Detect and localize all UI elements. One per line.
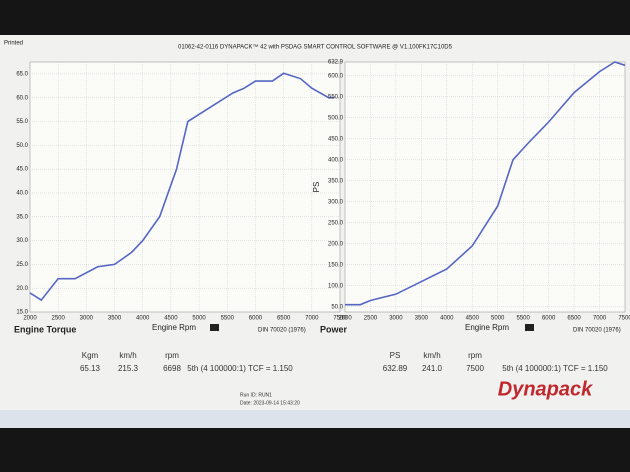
- x-tick-label: 3000: [389, 316, 403, 322]
- y-axis-label: PS: [312, 182, 321, 193]
- y-tick-label: 600.0: [328, 73, 344, 79]
- readout-value: 6698: [163, 364, 181, 373]
- readout-header: Kgm: [82, 351, 99, 360]
- x-tick-label: 7000: [593, 316, 607, 322]
- x-tick-label: 4000: [440, 316, 454, 322]
- x-tick-label: 2000: [23, 316, 37, 322]
- x-tick-label: 7500: [618, 316, 630, 322]
- x-tick-label: 6500: [277, 316, 291, 322]
- x-tick-label: 4500: [466, 316, 480, 322]
- y-tick-label: 150.0: [328, 262, 344, 268]
- readout-gear: 5th (4 100000:1) TCF = 1.150: [187, 364, 293, 373]
- y-tick-label: 50.0: [16, 143, 28, 149]
- header-title: 01062-42-0116 DYNAPACK™ 42 with PSDAG SM…: [178, 44, 453, 51]
- y-tick-label: 632.9: [328, 60, 344, 66]
- y-tick-label: 15.0: [16, 310, 28, 316]
- x-tick-label: 2500: [52, 316, 66, 322]
- x-tick-label: 3500: [415, 316, 429, 322]
- x-tick-label: 3500: [108, 316, 122, 322]
- readout-value: 241.0: [422, 364, 443, 373]
- x-tick-label: 5500: [517, 316, 531, 322]
- legend-swatch: [210, 324, 219, 331]
- x-tick-label: 6000: [249, 316, 263, 322]
- chart-title: Engine Torque: [14, 324, 76, 334]
- printed-label: Printed: [4, 41, 23, 47]
- y-tick-label: 200.0: [328, 241, 344, 247]
- brand-logo: Dynapack: [498, 378, 593, 400]
- data-line: [29, 72, 335, 302]
- readout-value: 632.89: [383, 364, 408, 373]
- x-tick-label: 2000: [338, 316, 352, 322]
- run-id: Run ID: RUN1: [240, 392, 272, 398]
- y-tick-label: 100.0: [328, 283, 344, 289]
- readout-header: km/h: [119, 351, 136, 360]
- standard-label: DIN 70020 (1976): [573, 328, 621, 334]
- x-tick-label: 3000: [80, 316, 94, 322]
- plot-area: [344, 61, 626, 313]
- readout-value: 215.3: [118, 364, 139, 373]
- y-tick-label: 35.0: [16, 214, 28, 220]
- x-tick-label: 7000: [305, 316, 319, 322]
- readout-header: rpm: [468, 351, 482, 360]
- y-tick-label: 30.0: [16, 238, 28, 244]
- y-tick-label: 450.0: [328, 136, 344, 142]
- standard-label: DIN 70020 (1976): [258, 328, 306, 334]
- readout-header: km/h: [423, 351, 440, 360]
- taskbar: [0, 410, 630, 428]
- chart-title: Power: [320, 324, 348, 334]
- readout-header: PS: [390, 351, 401, 360]
- x-tick-label: 5000: [491, 316, 505, 322]
- y-tick-label: 400.0: [328, 157, 344, 163]
- x-axis-label: Engine Rpm: [152, 323, 196, 332]
- y-tick-label: 40.0: [16, 191, 28, 197]
- x-axis-label: Engine Rpm: [465, 323, 509, 332]
- x-tick-label: 2500: [364, 316, 378, 322]
- legend-swatch: [525, 324, 534, 331]
- readout-value: 7500: [466, 364, 484, 373]
- y-tick-label: 300.0: [328, 199, 344, 205]
- y-tick-label: 350.0: [328, 178, 344, 184]
- y-tick-label: 250.0: [328, 220, 344, 226]
- y-tick-label: 550.0: [328, 94, 344, 100]
- y-tick-label: 25.0: [16, 262, 28, 268]
- readout-value: 65.13: [80, 364, 101, 373]
- x-tick-label: 7500: [333, 316, 347, 322]
- x-tick-label: 5000: [192, 316, 206, 322]
- y-tick-label: 20.0: [16, 286, 28, 292]
- readout-header: rpm: [165, 351, 179, 360]
- run-date: Date: 2023-09-14 15:43:20: [240, 400, 300, 406]
- readout-gear: 5th (4 100000:1) TCF = 1.150: [502, 364, 608, 373]
- x-tick-label: 4000: [136, 316, 150, 322]
- y-tick-label: 45.0: [16, 167, 28, 173]
- y-tick-label: 65.0: [16, 71, 28, 77]
- y-tick-label: 50.0: [331, 304, 343, 310]
- x-tick-label: 5500: [221, 316, 235, 322]
- readouts: Kgm km/h rpm 65.13 215.3 6698 5th (4 100000:1)…: [80, 351, 608, 373]
- x-tick-label: 6500: [567, 316, 581, 322]
- y-tick-label: 55.0: [16, 119, 28, 125]
- plot-area: [29, 61, 341, 313]
- data-line: [345, 61, 626, 306]
- x-tick-label: 6000: [542, 316, 556, 322]
- y-tick-label: 500.0: [328, 115, 344, 121]
- x-tick-label: 4500: [164, 316, 178, 322]
- y-tick-label: 60.0: [16, 95, 28, 101]
